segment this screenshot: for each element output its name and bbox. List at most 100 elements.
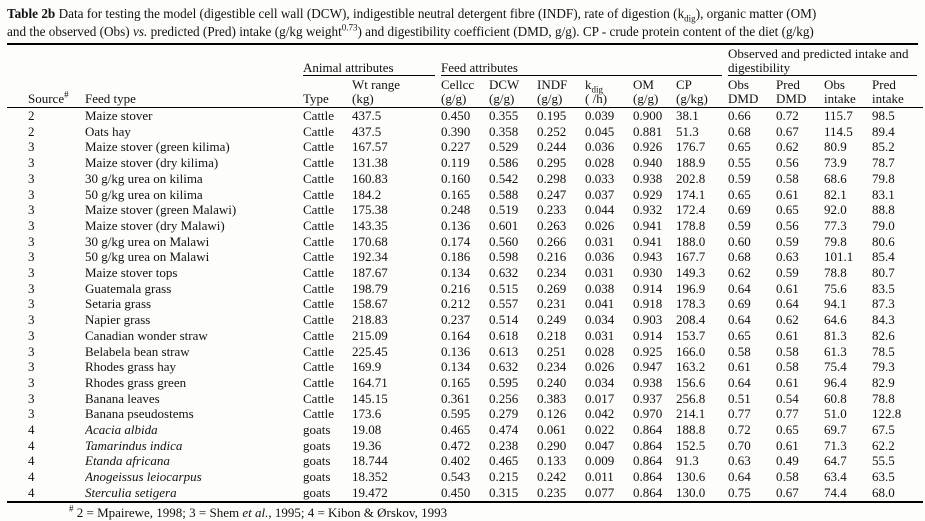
cell-cp: 172.4 [676, 202, 706, 218]
cell-indf: 0.234 [537, 359, 567, 375]
col-header-pred-intake: Pred intake [872, 76, 924, 108]
cell-animal-type: Cattle [303, 327, 335, 343]
cell-pred-intake: 84.3 [872, 312, 895, 328]
cell-cellcc: 0.136 [441, 343, 471, 359]
cell-dcw: 0.474 [489, 422, 519, 438]
cell-pred-intake: 82.6 [872, 327, 895, 343]
table-number: Table 2b [7, 6, 56, 21]
cell-source: 4 [28, 422, 35, 438]
cell-pred-intake: 62.2 [872, 437, 895, 453]
cell-obs-intake: 64.7 [824, 453, 847, 469]
cell-obs-intake: 94.1 [824, 296, 847, 312]
col-header-obs-dmd: Obs DMD [728, 76, 777, 108]
cell-source: 4 [28, 469, 35, 485]
cell-cellcc: 0.450 [441, 484, 489, 503]
cell-cp: 188.0 [676, 233, 706, 249]
table-row: 3 Maize stover (dry Malawi) Cattle 143.35 0.… [7, 218, 923, 234]
cell-kdig: 0.009 [585, 453, 615, 469]
caption-line2-mid: predicted (Pred) intake (g/kg weight [147, 23, 342, 39]
cell-pred-dmd: 0.62 [776, 139, 799, 155]
cell-pred-dmd: 0.56 [776, 155, 799, 171]
cell-animal-type: Cattle [303, 123, 335, 139]
cell-animal-type: Cattle [303, 108, 335, 123]
cell-om: 0.937 [633, 390, 663, 406]
cell-kdig: 0.022 [585, 422, 615, 438]
cell-om: 0.918 [633, 296, 663, 312]
cell-om: 0.938 [633, 170, 663, 186]
cell-feed-type: Setaria grass [85, 296, 152, 312]
col-header-pred-dmd: Pred DMD [776, 76, 825, 108]
cell-cp: 130.6 [676, 469, 706, 485]
cell-om: 0.925 [633, 343, 663, 359]
cell-obs-dmd: 0.75 [728, 484, 777, 503]
table-row: 3 Setaria grass Cattle 158.67 0.212 0.557 0.23… [7, 296, 923, 312]
cell-indf: 0.133 [537, 453, 567, 469]
cell-cellcc: 0.465 [441, 422, 471, 438]
cell-animal-type: goats [303, 437, 331, 453]
cell-wt-range: 19.472 [352, 484, 441, 503]
cell-source: 3 [28, 186, 35, 202]
cell-pred-dmd: 0.58 [776, 170, 799, 186]
cell-source: 3 [28, 327, 35, 343]
cell-indf: 0.269 [537, 280, 567, 296]
cell-pred-dmd: 0.58 [776, 469, 799, 485]
cell-wt-range: 218.83 [352, 312, 388, 328]
cell-wt-range: 18.744 [352, 453, 388, 469]
cell-indf: 0.295 [537, 155, 567, 171]
cell-pred-intake: 79.0 [872, 217, 895, 233]
cell-dcw: 0.256 [489, 390, 519, 406]
cell-feed-type: Maize stover tops [85, 265, 178, 281]
table-row: 3 Maize stover tops Cattle 187.67 0.134 0.632… [7, 265, 923, 281]
caption-line1: Data for testing the model (digestible c… [55, 6, 685, 21]
cell-dcw: 0.613 [489, 343, 519, 359]
cell-pred-intake: 80.7 [872, 265, 895, 281]
cell-obs-dmd: 0.61 [728, 359, 751, 375]
cell-cellcc: 0.164 [441, 327, 471, 343]
col-header-kdig: kdig( /h) [585, 76, 633, 108]
cell-pred-intake: 68.0 [872, 484, 924, 503]
cell-animal-type: Cattle [303, 249, 335, 265]
cell-obs-dmd: 0.65 [728, 139, 751, 155]
cell-pred-dmd: 0.54 [776, 390, 799, 406]
cell-indf: 0.126 [537, 406, 567, 422]
cell-obs-dmd: 0.69 [728, 202, 751, 218]
cell-wt-range: 143.35 [352, 217, 388, 233]
cell-cp: 188.8 [676, 422, 706, 438]
cell-cellcc: 0.237 [441, 312, 471, 328]
cell-feed-type: Maize stover (dry kilima) [85, 155, 219, 171]
cell-pred-intake: 122.8 [872, 406, 902, 422]
cell-dcw: 0.215 [489, 469, 519, 485]
table-row: 3 Banana leaves Cattle 145.15 0.361 0.256 0.38… [7, 391, 923, 407]
cell-wt-range: 198.79 [352, 280, 388, 296]
cell-cellcc: 0.472 [441, 437, 471, 453]
cell-indf: 0.242 [537, 469, 567, 485]
cell-feed-type: Tamarindus indica [85, 437, 183, 453]
cell-om: 0.914 [633, 327, 663, 343]
cell-indf: 0.235 [537, 484, 585, 503]
cell-feed-type: Rhodes grass green [85, 374, 187, 390]
cell-obs-dmd: 0.58 [728, 343, 751, 359]
cell-source: 3 [28, 155, 35, 171]
cell-wt-range: 160.83 [352, 170, 388, 186]
cell-pred-dmd: 0.65 [776, 202, 799, 218]
cell-dcw: 0.514 [489, 312, 519, 328]
column-header-row: Source# Feed type Type Wt range (kg) Cell… [7, 76, 924, 108]
cell-kdig: 0.011 [585, 469, 614, 485]
cell-kdig: 0.026 [585, 217, 615, 233]
table-row: 3 Maize stover (green Malawi) Cattle 175.38… [7, 202, 923, 218]
cell-indf: 0.263 [537, 217, 567, 233]
cell-animal-type: Cattle [303, 139, 335, 155]
cell-pred-intake: 83.5 [872, 280, 895, 296]
cell-pred-dmd: 0.62 [776, 312, 799, 328]
cell-indf: 0.290 [537, 437, 567, 453]
cell-obs-intake: 60.8 [824, 390, 847, 406]
cell-om: 0.864 [633, 484, 676, 503]
caption-line2-start: and the observed (Obs) [7, 23, 133, 39]
col-header-obs-intake: Obs intake [824, 76, 873, 108]
table-row: 3 Banana pseudostems Cattle 173.6 0.595 0.279… [7, 406, 923, 422]
cell-kdig: 0.047 [585, 437, 615, 453]
cell-cp: 166.0 [676, 343, 706, 359]
cell-obs-intake: 71.3 [824, 437, 847, 453]
cell-obs-dmd: 0.64 [728, 374, 751, 390]
cell-pred-dmd: 0.61 [776, 280, 799, 296]
